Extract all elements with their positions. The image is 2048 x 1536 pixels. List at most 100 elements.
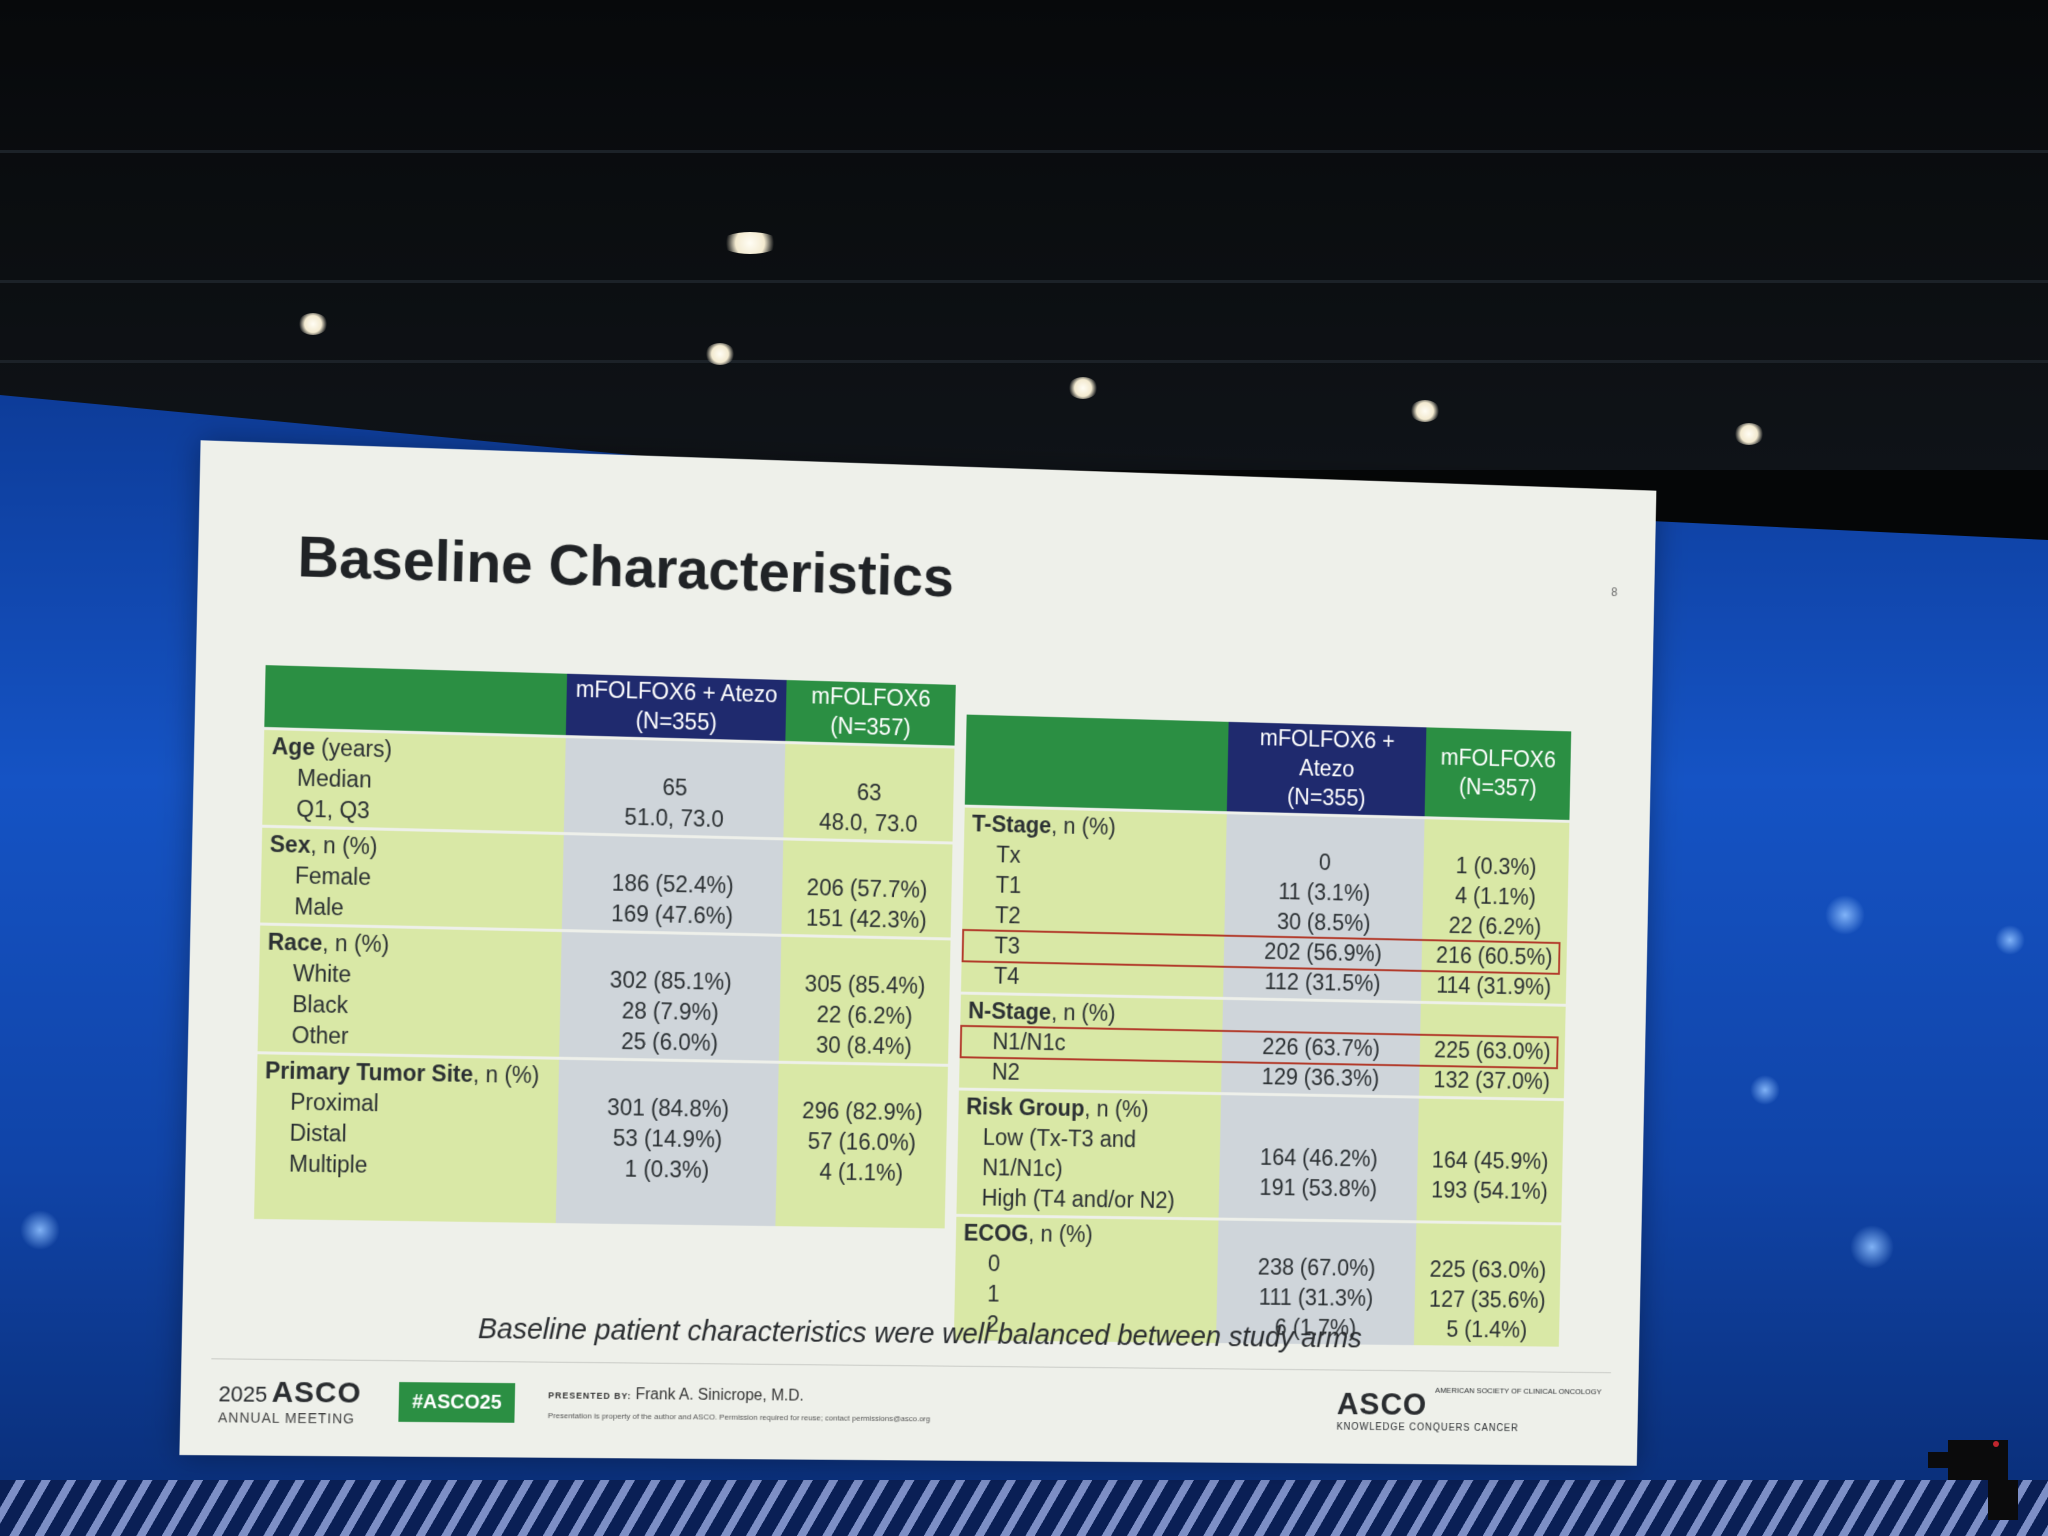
row-label: Proximal (264, 1087, 550, 1123)
presentation-slide: Baseline Characteristics 8 mFOLFOX6 + At… (179, 440, 1656, 1465)
backdrop-glow (20, 1210, 60, 1250)
table-row-race: Race, n (%) White Black Other 302 (85.1%… (258, 926, 951, 1065)
row-label-cell: Primary Tumor Site, n (%) Proximal Dista… (254, 1054, 559, 1223)
atezo-value-cell: 301 (84.8%) 53 (14.9%) 1 (0.3%) (556, 1060, 779, 1227)
table-row-sex: Sex, n (%) Female Male 186 (52.4%) 169 (… (260, 828, 952, 938)
group-heading-risk-group: Risk Group, n (%) (966, 1092, 1214, 1127)
table-row-tumor-site: Primary Tumor Site, n (%) Proximal Dista… (254, 1054, 948, 1228)
value: 1 (0.3%) (1431, 850, 1562, 883)
value: 127 (35.6%) (1422, 1285, 1553, 1317)
row-label-cell: Race, n (%) White Black Other (258, 926, 562, 1057)
asco-org-name: AMERICAN SOCIETY OF CLINICAL ONCOLOGY (1435, 1387, 1601, 1397)
asco-tagline: KNOWLEDGE CONQUERS CANCER (1336, 1422, 1600, 1435)
footer-divider (211, 1358, 1611, 1373)
table-row-n-stage: N-Stage, n (%) N1/N1c N2 226 (63.7%) 129… (959, 994, 1566, 1098)
truss-beam (0, 150, 2048, 153)
value: 226 (63.7%) (1229, 1031, 1412, 1065)
atezo-value-cell: 164 (46.2%) 191 (53.8%) (1219, 1095, 1419, 1220)
value: 25 (6.0%) (567, 1025, 772, 1059)
hashtag-badge: #ASCO25 (398, 1382, 515, 1423)
header-atezo-n: (N=355) (574, 705, 779, 740)
value: 186 (52.4%) (570, 867, 775, 902)
value: 191 (53.8%) (1226, 1172, 1409, 1205)
value: 301 (84.8%) (566, 1092, 771, 1126)
value: 169 (47.6%) (570, 898, 775, 933)
backdrop-glow (1750, 1075, 1780, 1105)
header-atezo-arm: mFOLFOX6 + Atezo (N=355) (1227, 722, 1427, 816)
ceiling-light (1410, 400, 1440, 422)
right-characteristics-table: mFOLFOX6 + Atezo (N=355) mFOLFOX6 (N=357… (954, 712, 1572, 1350)
ceiling-light (1068, 377, 1098, 399)
row-label: Other (266, 1020, 552, 1056)
value: 0 (1233, 845, 1416, 879)
group-heading-tumor-site: Primary Tumor Site, n (%) (265, 1056, 551, 1092)
table-row-risk-group: Risk Group, n (%) Low (Tx-T3 and N1/N1c)… (956, 1091, 1563, 1223)
atezo-value-cell: 186 (52.4%) 169 (47.6%) (562, 835, 784, 934)
value: 63 (792, 775, 946, 809)
fox-value-cell: 296 (82.9%) 57 (16.0%) 4 (1.1%) (775, 1064, 948, 1229)
value: 11 (3.1%) (1232, 875, 1415, 909)
row-label: N1/N1c (967, 1026, 1215, 1061)
header-blank-cell (965, 715, 1229, 811)
header-atezo-label: mFOLFOX6 + Atezo (1235, 723, 1419, 786)
meeting-year: 2025 (218, 1381, 267, 1406)
group-heading-ecog: ECOG, n (%) (963, 1218, 1211, 1252)
camera-silhouette-icon (1918, 1410, 2028, 1520)
meeting-name: ANNUAL MEETING (218, 1409, 361, 1426)
row-label: High (T4 and/or N2) (964, 1183, 1212, 1217)
fox-value-cell: 164 (45.9%) 193 (54.1%) (1416, 1099, 1563, 1223)
value: 53 (14.9%) (565, 1123, 770, 1157)
ceiling-light (298, 313, 328, 335)
atezo-value-cell: 226 (63.7%) 129 (36.3%) (1221, 1000, 1421, 1096)
truss-beam (0, 360, 2048, 363)
header-atezo-label: mFOLFOX6 + Atezo (574, 675, 779, 710)
asco-annual-meeting-logo: 2025 ASCO ANNUAL MEETING (218, 1375, 362, 1426)
header-fox-n: (N=357) (793, 711, 947, 745)
asco-logo: ASCO AMERICAN SOCIETY OF CLINICAL ONCOLO… (1336, 1386, 1601, 1435)
row-label: 1 (962, 1279, 1210, 1312)
row-label-cell: N-Stage, n (%) N1/N1c N2 (959, 994, 1223, 1092)
value: 225 (63.0%) (1427, 1035, 1558, 1067)
header-fox-label: mFOLFOX6 (1433, 743, 1564, 775)
table-header-row: mFOLFOX6 + Atezo (N=355) mFOLFOX6 (N=357… (965, 715, 1571, 820)
value: 216 (60.5%) (1429, 940, 1560, 973)
stage-edge (0, 1480, 2048, 1536)
row-label: 0 (963, 1249, 1211, 1282)
atezo-value-cell: 0 11 (3.1%) 30 (8.5%) 202 (56.9%) 112 (3… (1223, 814, 1424, 1001)
presenter-credit: PRESENTED BY: Frank A. Sinicrope, M.D. (548, 1385, 804, 1405)
value: 151 (42.3%) (789, 903, 943, 937)
ceiling-light (720, 232, 780, 254)
value: 22 (6.2%) (1430, 910, 1561, 943)
row-label-cell: Sex, n (%) Female Male (260, 828, 564, 929)
value: 225 (63.0%) (1423, 1255, 1554, 1287)
row-label: T4 (969, 960, 1216, 995)
value: 4 (1.1%) (784, 1157, 938, 1190)
value: 1 (0.3%) (564, 1153, 769, 1187)
value: 114 (31.9%) (1428, 970, 1559, 1003)
row-label: T3 (969, 930, 1216, 966)
row-label-cell: Risk Group, n (%) Low (Tx-T3 and N1/N1c)… (956, 1091, 1221, 1218)
value: 22 (6.2%) (787, 999, 941, 1032)
value: 112 (31.5%) (1231, 966, 1414, 1000)
fox-value-cell: 225 (63.0%) 132 (37.0%) (1419, 1004, 1566, 1099)
value: 296 (82.9%) (785, 1096, 939, 1129)
fox-value-cell: 63 48.0, 73.0 (783, 744, 954, 842)
header-fox-arm: mFOLFOX6 (N=357) (1425, 727, 1572, 819)
header-fox-label: mFOLFOX6 (794, 681, 948, 715)
row-label: N2 (967, 1056, 1215, 1091)
row-label-cell: Age (years) Median Q1, Q3 (262, 730, 565, 832)
row-label: Multiple (263, 1149, 550, 1184)
value: 164 (45.9%) (1425, 1145, 1556, 1177)
ceiling-light (1734, 423, 1764, 445)
value: 51.0, 73.0 (572, 800, 777, 836)
slide-title: Baseline Characteristics (297, 523, 955, 610)
row-label: Distal (263, 1118, 550, 1153)
header-atezo-n: (N=355) (1234, 781, 1417, 815)
table-row-age: Age (years) Median Q1, Q3 65 51.0, 73.0 … (262, 730, 954, 842)
ceiling (0, 0, 2048, 470)
backdrop-glow (1995, 925, 2025, 955)
row-label: Low (Tx-T3 and N1/N1c) (965, 1122, 1213, 1186)
value: 30 (8.4%) (787, 1030, 941, 1063)
presented-by-label: PRESENTED BY: (548, 1390, 632, 1401)
value: 238 (67.0%) (1225, 1252, 1408, 1284)
